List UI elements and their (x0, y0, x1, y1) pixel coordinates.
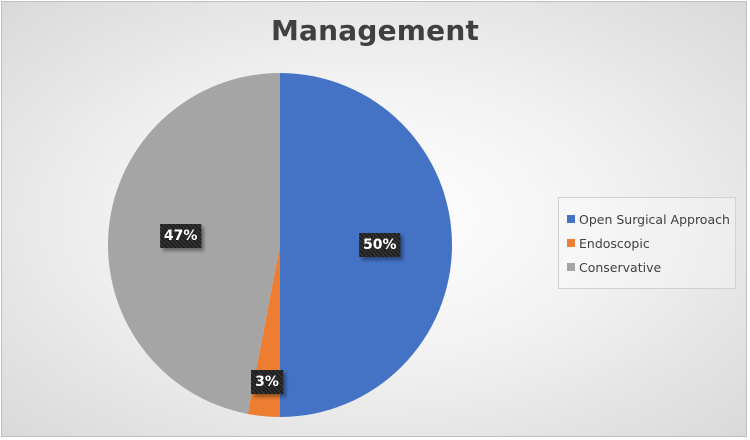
legend-swatch (567, 239, 575, 247)
legend-entry: Conservative (567, 255, 735, 279)
legend-entry: Open Surgical Approach (567, 207, 735, 231)
data-label-conservative: 47% (159, 223, 202, 248)
chart-title: Management (270, 14, 480, 47)
legend-label: Conservative (579, 259, 662, 275)
legend-label: Open Surgical Approach (579, 211, 730, 227)
legend-entry: Endoscopic (567, 231, 735, 255)
legend-swatch (567, 215, 575, 223)
legend-label: Endoscopic (579, 235, 650, 251)
legend: Open Surgical Approach Endoscopic Conserva… (558, 197, 736, 289)
data-label-open-surgical-approach: 50% (358, 233, 401, 257)
data-label-endoscopic: 3% (251, 369, 283, 394)
legend-swatch (567, 263, 575, 271)
